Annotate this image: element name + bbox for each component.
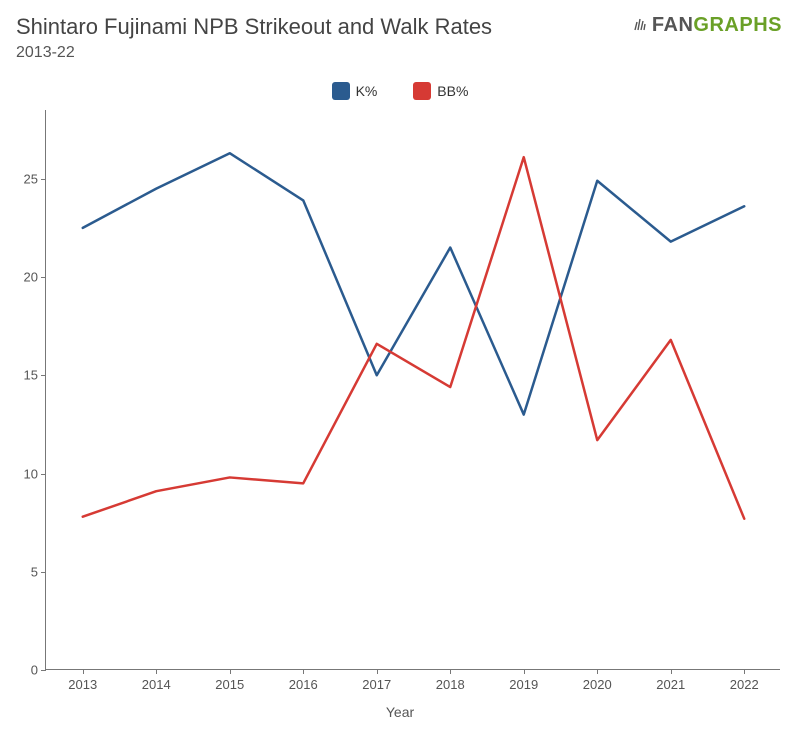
chart-lines-svg [46,110,780,669]
x-tick-label: 2019 [509,677,538,692]
x-tick-mark [744,669,745,674]
x-tick-mark [671,669,672,674]
x-tick-mark [377,669,378,674]
legend-label-bb: BB% [437,83,468,99]
x-tick-label: 2016 [289,677,318,692]
legend: K% BB% [0,82,800,103]
plot-area: 0510152025201320142015201620172018201920… [45,110,780,670]
x-tick-mark [524,669,525,674]
y-tick-mark [41,179,46,180]
x-tick-label: 2013 [68,677,97,692]
legend-item-bb: BB% [413,82,468,100]
y-tick-label: 5 [31,564,38,579]
x-tick-mark [303,669,304,674]
x-tick-label: 2014 [142,677,171,692]
legend-label-k: K% [356,83,378,99]
y-tick-mark [41,572,46,573]
logo-text-fan: FAN [652,14,694,36]
x-tick-mark [230,669,231,674]
y-tick-label: 10 [24,466,38,481]
x-tick-label: 2015 [215,677,244,692]
y-tick-label: 0 [31,663,38,678]
y-tick-label: 15 [24,368,38,383]
fangraphs-logo: FANGRAPHS [632,14,782,39]
y-tick-mark [41,474,46,475]
legend-swatch-bb [413,82,431,100]
x-tick-label: 2020 [583,677,612,692]
x-axis-label: Year [386,704,414,720]
x-tick-mark [450,669,451,674]
y-tick-mark [41,670,46,671]
y-tick-mark [41,277,46,278]
x-tick-mark [597,669,598,674]
x-tick-label: 2022 [730,677,759,692]
chart-subtitle: 2013-22 [16,44,75,62]
y-tick-label: 20 [24,270,38,285]
legend-item-k: K% [332,82,378,100]
x-tick-mark [83,669,84,674]
series-line [83,157,745,519]
x-tick-label: 2018 [436,677,465,692]
x-tick-label: 2017 [362,677,391,692]
x-tick-label: 2021 [656,677,685,692]
legend-swatch-k [332,82,350,100]
chart-container: Shintaro Fujinami NPB Strikeout and Walk… [0,0,800,730]
chart-title: Shintaro Fujinami NPB Strikeout and Walk… [16,14,492,40]
y-tick-label: 25 [24,171,38,186]
y-tick-mark [41,375,46,376]
x-tick-mark [156,669,157,674]
logo-text-graphs: GRAPHS [693,14,782,36]
logo-burst-icon [632,15,650,39]
